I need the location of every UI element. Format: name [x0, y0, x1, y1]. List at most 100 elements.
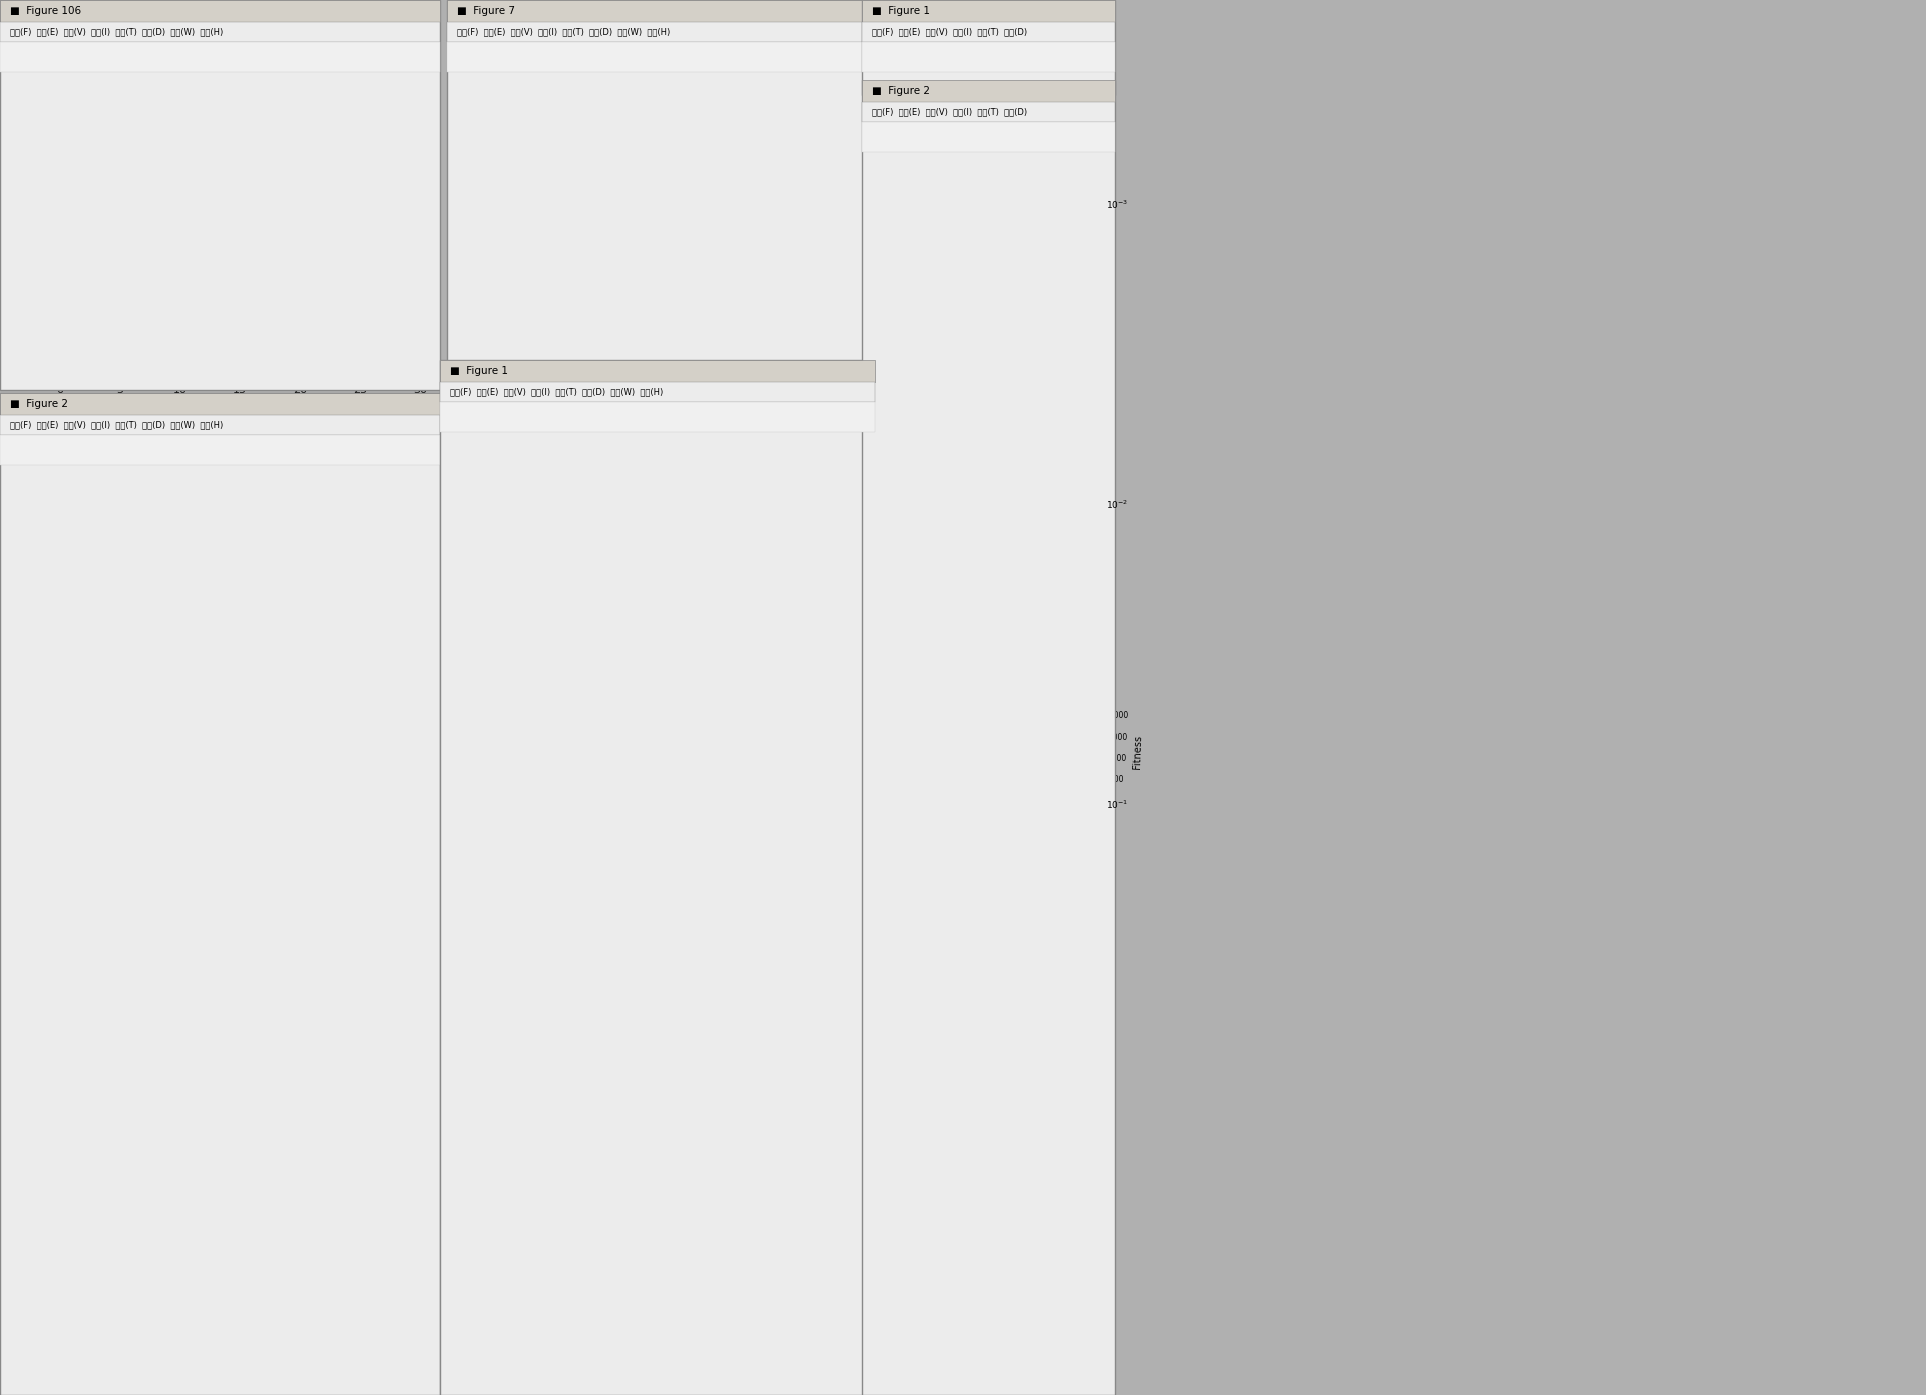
CPOSVR适应度: [408, 333, 431, 350]
HOSVR预测値: [237, 879, 260, 896]
HOSVR适应度: [385, 328, 408, 345]
Y-axis label: 指标値: 指标値: [23, 222, 37, 244]
CPOSVR适应度: [85, 290, 108, 307]
CPOSVR适应度: [229, 333, 252, 350]
GOOSESVR适应度: [397, 251, 420, 268]
Text: $F1(x_1, x_2)$: $F1(x_1, x_2)$: [869, 746, 882, 794]
GOOSESVR预测値: [351, 836, 374, 852]
GOOSESVR预测値: [325, 1130, 349, 1147]
BKASVR预测値: [299, 763, 322, 780]
Point: [559, 294, 589, 317]
NRBOSVR预测値: [210, 709, 233, 725]
Title: Parameter space: Parameter space: [942, 651, 1059, 665]
Text: Fitness: Fitness: [1106, 753, 1115, 787]
GOOSESVR适应度: [181, 251, 204, 268]
Title: 真实値与HOSVR预测値回归散点图（因变量1）: 真实値与HOSVR预测値回归散点图（因变量1）: [589, 80, 768, 92]
GOOSESVR预测値: [362, 1163, 385, 1180]
CPOSVR适应度: [60, 174, 83, 191]
Point: [526, 318, 557, 340]
BKASVR预测値: [401, 1138, 424, 1155]
真实値: [185, 642, 208, 658]
HOSVR适应度: [312, 328, 335, 345]
Point: [711, 180, 742, 202]
HOSVR适应度: [324, 328, 347, 345]
BKASVR适应度: [133, 322, 156, 339]
CPOSVR适应度: [349, 333, 372, 350]
Point: [734, 155, 765, 177]
Point: [759, 140, 790, 162]
GOOSESVR适应度: [300, 251, 324, 268]
HOSVR预测値: [312, 1191, 335, 1208]
CPOSVR适应度: [252, 333, 275, 350]
NRBOSVR适应度: [156, 301, 179, 318]
NRBOSVR预测値: [299, 607, 322, 624]
Point: [501, 329, 532, 352]
HOSVR预测値: [362, 1295, 385, 1311]
Point: [657, 236, 688, 258]
GOOSESVR适应度: [252, 251, 275, 268]
BKASVR适应度: [264, 328, 287, 345]
GOOSESVR适应度: [408, 251, 431, 268]
CPOSVR适应度: [156, 328, 179, 345]
Point: [832, 91, 863, 113]
CPOSVR适应度: [108, 312, 131, 329]
Point: [584, 276, 614, 299]
Point: [607, 264, 638, 286]
Text: 五种最新智能算法优化SVR神经网络测试样本预测値和真实値对比图（输出2: 五种最新智能算法优化SVR神经网络测试样本预测値和真实値对比图（输出2: [44, 518, 279, 527]
CPOSVR预测値: [71, 1013, 94, 1030]
Point: [568, 286, 599, 308]
真实値: [248, 817, 272, 834]
Point: [616, 257, 647, 279]
BKASVR适应度: [372, 328, 395, 345]
Text: ■  Figure 1: ■ Figure 1: [872, 6, 930, 15]
GOOSESVR预测値: [96, 1123, 119, 1140]
GOOSESVR适应度: [108, 240, 131, 257]
HOSVR适应度: [408, 328, 431, 345]
HOSVR适应度: [144, 328, 168, 345]
Point: [770, 131, 801, 153]
NRBOSVR适应度: [216, 301, 239, 318]
BKASVR适应度: [85, 301, 108, 318]
BKASVR适应度: [300, 328, 324, 345]
HOSVR适应度: [216, 328, 239, 345]
HOSVR预测値: [248, 1165, 272, 1182]
NRBOSVR适应度: [108, 301, 131, 318]
Point: [570, 296, 601, 318]
BKASVR适应度: [408, 328, 431, 345]
HOSVR预测値: [210, 759, 233, 776]
CPOSVR适应度: [168, 333, 191, 350]
BKASVR适应度: [181, 328, 204, 345]
NRBOSVR适应度: [229, 301, 252, 318]
CPOSVR适应度: [324, 333, 347, 350]
GOOSESVR预测値: [389, 848, 412, 865]
Text: 文件(F)  编辑(E)  查看(V)  插入(I)  工具(T)  桐面(D)  窗口(W)  帮助(H): 文件(F) 编辑(E) 查看(V) 插入(I) 工具(T) 桐面(D) 窗口(W…: [10, 28, 223, 36]
Point: [742, 155, 772, 177]
Point: [703, 190, 734, 212]
CPOSVR预测値: [248, 1324, 272, 1341]
Point: [557, 285, 587, 307]
GOOSESVR适应度: [312, 251, 335, 268]
NRBOSVR适应度: [252, 301, 275, 318]
HOSVR适应度: [289, 328, 312, 345]
BKASVR适应度: [121, 322, 144, 339]
BKASVR适应度: [216, 328, 239, 345]
HOSVR预测値: [262, 1103, 285, 1120]
Point: [638, 236, 668, 258]
真实値: [273, 668, 297, 685]
GOOSESVR适应度: [144, 251, 168, 268]
真实値: [121, 1216, 144, 1233]
HOSVR预测値: [351, 1317, 374, 1334]
CPOSVR预测値: [121, 1329, 144, 1346]
NRBOSVR预测値: [337, 1007, 360, 1024]
Point: [726, 176, 757, 198]
Point: [645, 233, 676, 255]
Point: [826, 105, 857, 127]
真实値: [262, 1145, 285, 1162]
NRBOSVR预测値: [60, 1230, 83, 1247]
BKASVR预测値: [312, 1350, 335, 1367]
HOSVR适应度: [204, 328, 227, 345]
BKASVR适应度: [108, 317, 131, 333]
GOOSESVR适应度: [121, 246, 144, 262]
NRBOSVR预测値: [273, 1336, 297, 1353]
HOSVR预测値: [173, 1314, 196, 1331]
